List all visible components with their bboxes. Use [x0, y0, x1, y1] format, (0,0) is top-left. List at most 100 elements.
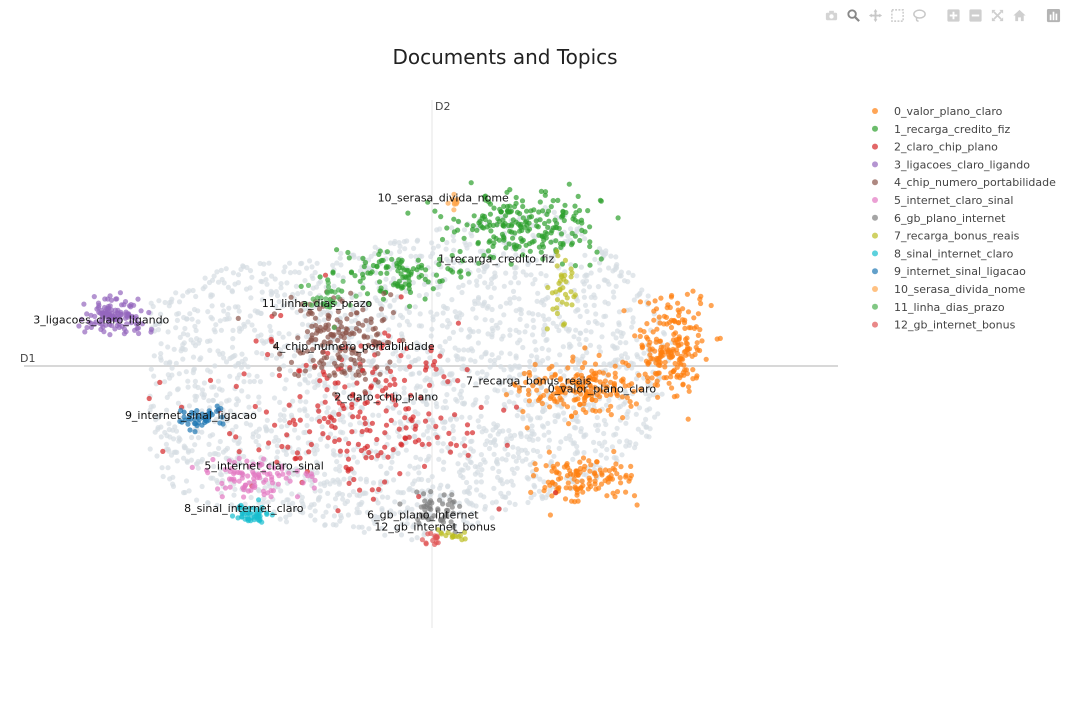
- point-topic-1: [415, 257, 421, 263]
- point-topic-11: [327, 288, 334, 294]
- zoom-in-icon[interactable]: [944, 6, 962, 24]
- point-topic-4: [363, 318, 369, 324]
- background-point: [340, 414, 346, 420]
- background-point: [507, 255, 513, 261]
- legend[interactable]: 0_valor_plano_claro 1_recarga_credito_fiz…: [872, 105, 1056, 332]
- legend-item-10[interactable]: 10_serasa_divida_nome: [872, 283, 1025, 296]
- legend-item-9[interactable]: 9_internet_sinal_ligacao: [872, 265, 1026, 278]
- point-topic-0: [668, 324, 675, 331]
- background-point: [531, 324, 537, 330]
- background-point: [192, 397, 198, 403]
- legend-item-8[interactable]: 8_sinal_internet_claro: [872, 247, 1014, 260]
- zoom-out-icon[interactable]: [966, 6, 984, 24]
- home-icon[interactable]: [1010, 6, 1028, 24]
- point-topic-7: [555, 253, 561, 259]
- legend-item-7[interactable]: 7_recarga_bonus_reais: [872, 230, 1020, 243]
- point-topic-2: [346, 480, 352, 486]
- point-topic-2: [287, 420, 293, 426]
- point-topic-1: [509, 235, 516, 241]
- background-point: [452, 309, 458, 315]
- background-point: [484, 394, 490, 401]
- background-point: [332, 496, 339, 502]
- legend-item-4[interactable]: 4_chip_numero_portabilidade: [872, 176, 1056, 189]
- background-point: [284, 280, 290, 286]
- background-point: [233, 402, 239, 408]
- legend-item-3[interactable]: 3_ligacoes_claro_ligando: [872, 158, 1030, 171]
- point-topic-1: [384, 270, 390, 276]
- point-topic-4: [295, 335, 301, 341]
- background-point: [183, 478, 190, 484]
- plot-area[interactable]: 0_valor_plano_claro1_recarga_credito_fiz…: [24, 100, 838, 628]
- background-point: [611, 294, 617, 300]
- background-point: [588, 329, 594, 335]
- pan-icon[interactable]: [866, 6, 884, 24]
- point-topic-4: [308, 310, 314, 316]
- background-point: [185, 378, 191, 384]
- legend-item-0[interactable]: 0_valor_plano_claro: [872, 105, 1003, 118]
- background-point: [632, 445, 638, 451]
- point-topic-0: [604, 493, 610, 499]
- background-point: [314, 443, 320, 449]
- background-point: [461, 518, 467, 524]
- zoom-icon[interactable]: [844, 6, 862, 24]
- background-point: [280, 334, 286, 340]
- plotly-logo-icon[interactable]: [1044, 6, 1062, 24]
- background-point: [148, 300, 154, 306]
- legend-item-2[interactable]: 2_claro_chip_plano: [872, 141, 998, 154]
- background-point: [184, 458, 190, 464]
- background-point: [515, 446, 521, 452]
- background-point: [170, 481, 176, 487]
- background-point: [505, 490, 512, 496]
- legend-item-1[interactable]: 1_recarga_credito_fiz: [872, 123, 1010, 136]
- background-point: [451, 435, 457, 442]
- background-point: [331, 409, 337, 415]
- background-point: [461, 347, 467, 353]
- point-topic-4: [378, 306, 384, 312]
- background-point: [236, 439, 242, 445]
- point-topic-0: [606, 468, 613, 474]
- background-point: [451, 247, 457, 253]
- background-point: [320, 309, 327, 315]
- point-topic-0: [666, 319, 673, 325]
- point-topic-1: [438, 214, 444, 220]
- background-point: [602, 439, 608, 445]
- legend-item-6[interactable]: 6_gb_plano_internet: [872, 212, 1006, 225]
- point-topic-0: [532, 461, 538, 467]
- legend-item-11[interactable]: 11_linha_dias_prazo: [872, 301, 1005, 314]
- point-topic-2: [409, 417, 415, 424]
- autoscale-icon[interactable]: [988, 6, 1006, 24]
- background-point: [215, 451, 221, 458]
- legend-item-5[interactable]: 5_internet_claro_sinal: [872, 194, 1013, 207]
- background-point: [158, 311, 164, 317]
- point-topic-0: [578, 372, 585, 378]
- background-point: [287, 260, 293, 266]
- point-topic-1: [465, 271, 471, 277]
- background-point: [164, 446, 170, 452]
- point-topic-3: [91, 321, 97, 327]
- point-topic-0: [592, 361, 599, 367]
- point-topic-0: [570, 388, 576, 394]
- background-point: [385, 494, 391, 500]
- background-point: [297, 407, 303, 413]
- point-topic-4: [309, 332, 315, 338]
- lasso-select-icon[interactable]: [910, 6, 928, 24]
- point-topic-2: [322, 272, 329, 278]
- point-topic-0: [690, 367, 696, 373]
- box-select-icon[interactable]: [888, 6, 906, 24]
- background-point: [492, 270, 498, 276]
- background-point: [283, 519, 290, 525]
- point-topic-2: [263, 409, 269, 415]
- background-point: [495, 325, 501, 331]
- background-point: [297, 509, 304, 515]
- point-topic-4: [388, 292, 394, 298]
- background-point: [541, 432, 547, 438]
- camera-icon[interactable]: [822, 6, 840, 24]
- background-point: [221, 355, 227, 361]
- background-point: [581, 434, 587, 440]
- legend-item-12[interactable]: 12_gb_internet_bonus: [872, 319, 1016, 332]
- point-topic-0: [605, 372, 612, 378]
- background-point: [456, 284, 462, 290]
- background-point: [511, 295, 517, 301]
- background-point: [542, 317, 548, 323]
